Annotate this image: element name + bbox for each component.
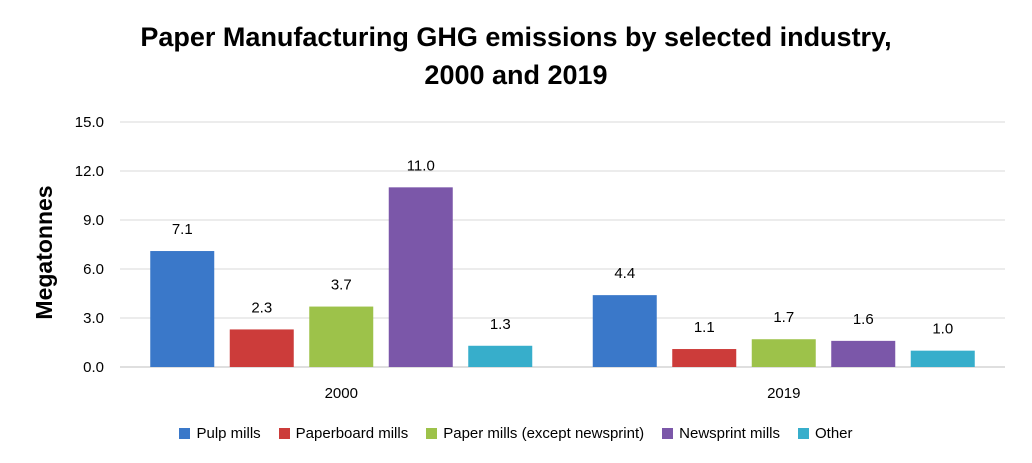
data-label: 1.7 (773, 309, 794, 326)
data-label: 1.6 (853, 311, 874, 328)
legend-item: Other (798, 425, 853, 442)
bar (592, 295, 657, 367)
chart-title: Paper Manufacturing GHG emissions by sel… (0, 18, 1032, 94)
y-tick-label: 12.0 (75, 163, 104, 180)
y-tick-label: 9.0 (83, 212, 104, 229)
data-label: 3.7 (331, 277, 352, 294)
legend-item: Paperboard mills (278, 424, 409, 442)
bar (468, 345, 533, 367)
bar (831, 340, 896, 367)
legend-item: Newsprint mills (662, 425, 780, 442)
legend-label: Pulp mills (196, 424, 261, 442)
x-tick-label: 2019 (767, 385, 800, 402)
data-label: 11.0 (407, 157, 435, 174)
y-tick-label: 15.0 (75, 114, 104, 131)
legend-swatch (278, 427, 290, 439)
data-label: 7.1 (172, 221, 193, 238)
legend-swatch (662, 427, 674, 439)
bar (150, 251, 215, 367)
legend-label: Paperboard mills (295, 424, 409, 442)
y-tick-label: 3.0 (83, 310, 104, 327)
data-label: 2.3 (251, 299, 272, 316)
y-axis-label: Megatonnes (31, 185, 57, 319)
legend-item: Pulp mills (179, 424, 261, 442)
bar (910, 350, 975, 367)
legend: Pulp mills Paperboard mills Paper mills (e… (0, 423, 1032, 443)
legend-swatch (798, 427, 809, 439)
bar (672, 349, 737, 367)
bar (751, 339, 816, 367)
chart-title-line-1: Paper Manufacturing GHG emissions by sel… (140, 22, 892, 52)
x-tick-label: 2000 (325, 385, 358, 402)
data-label: 1.0 (932, 321, 953, 338)
legend-swatch (426, 427, 438, 439)
legend-label: Newsprint mills (679, 424, 780, 442)
data-label: 4.4 (614, 265, 635, 282)
bar (388, 187, 453, 367)
bar (309, 306, 374, 367)
legend-label: Paper mills (except newsprint) (443, 424, 645, 442)
data-label: 1.1 (694, 319, 715, 336)
legend-swatch (179, 427, 191, 439)
y-tick-label: 0.0 (83, 359, 104, 376)
bar (229, 329, 294, 367)
chart-title-line-2: 2000 and 2019 (424, 60, 608, 90)
y-tick-label: 6.0 (83, 261, 104, 278)
legend-item: Paper mills (except newsprint) (426, 425, 644, 442)
legend-label: Other (815, 424, 853, 442)
data-label: 1.3 (490, 316, 511, 333)
